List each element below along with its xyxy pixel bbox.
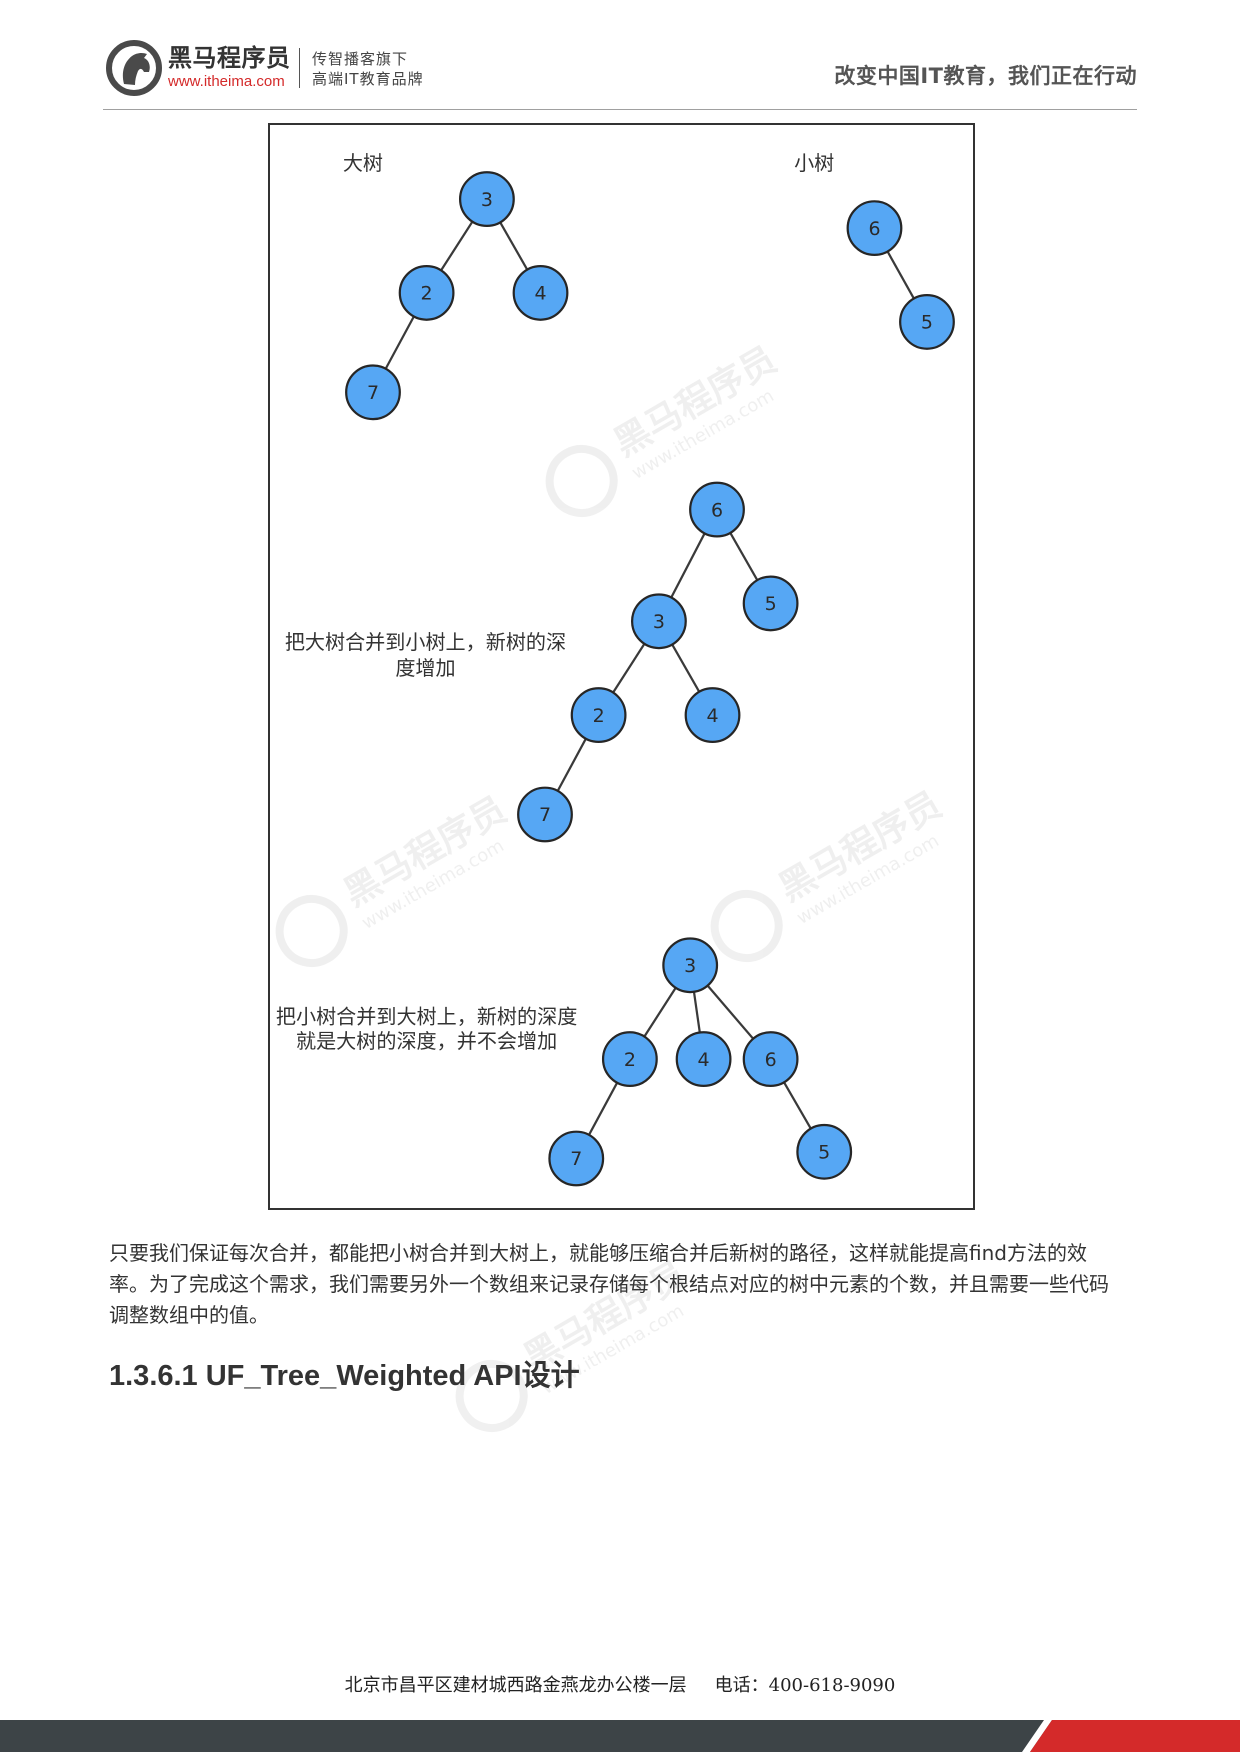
merge-big-caption-line2: 度增加 bbox=[395, 656, 455, 680]
header-rule bbox=[103, 109, 1137, 110]
tree-node: 3 bbox=[458, 171, 515, 227]
node-label: 4 bbox=[698, 1049, 710, 1071]
tree-node: 6 bbox=[689, 481, 745, 538]
footer-address-line: 北京市昌平区建材城西路金燕龙办公楼一层 电话：400-618-9090 bbox=[0, 1674, 1240, 1698]
tree-node: 3 bbox=[630, 593, 687, 650]
tree-node: 7 bbox=[517, 786, 573, 843]
big-tree: 3 2 4 7 bbox=[345, 171, 569, 421]
tagline-line1: 传智播客旗下 bbox=[312, 50, 409, 68]
node-label: 7 bbox=[367, 382, 379, 404]
merge-small-caption-line1: 把小树合并到大树上，新树的深度 bbox=[276, 1004, 577, 1028]
merge-small-caption-line2: 就是大树的深度，并不会增加 bbox=[296, 1029, 557, 1053]
tree-node: 5 bbox=[796, 1123, 853, 1180]
tagline-line2: 高端IT教育品牌 bbox=[312, 70, 424, 88]
section-heading: 1.3.6.1 UF_Tree_Weighted API设计 bbox=[109, 1360, 580, 1392]
node-label: 2 bbox=[593, 705, 605, 727]
node-label: 2 bbox=[421, 283, 433, 305]
tree-node: 4 bbox=[684, 687, 741, 744]
tree-node: 6 bbox=[846, 200, 903, 257]
paragraph-line: 率。为了完成这个需求，我们需要另外一个数组来记录存储每个根结点对应的树中元素的个… bbox=[109, 1272, 1109, 1296]
node-label: 6 bbox=[711, 499, 723, 521]
node-label: 6 bbox=[765, 1049, 777, 1071]
tree-node: 5 bbox=[742, 575, 799, 632]
node-label: 5 bbox=[765, 593, 777, 615]
tree-diagram-svg: 大树 小树 3 2 4 7 6 5 把大树合并到小树上，新树的深 度增加 bbox=[276, 151, 955, 1187]
merge-big-caption-line1: 把大树合并到小树上，新树的深 bbox=[285, 630, 566, 654]
footer-address: 北京市昌平区建材城西路金燕龙办公楼一层 bbox=[344, 1675, 687, 1696]
tree-node: 7 bbox=[548, 1130, 605, 1187]
header-divider bbox=[299, 48, 300, 88]
footer-bar bbox=[0, 1720, 1240, 1752]
node-label: 7 bbox=[539, 804, 551, 826]
merge-big-into-small: 把大树合并到小树上，新树的深 度增加 6 3 5 2 4 7 bbox=[285, 481, 799, 843]
tree-node: 2 bbox=[601, 1031, 658, 1088]
node-label: 3 bbox=[653, 611, 665, 633]
small-tree-label: 小树 bbox=[794, 151, 834, 175]
node-label: 3 bbox=[684, 955, 696, 977]
tree-node: 2 bbox=[570, 687, 627, 744]
tree-node: 6 bbox=[742, 1031, 799, 1088]
node-label: 4 bbox=[706, 705, 718, 727]
node-label: 6 bbox=[868, 218, 880, 240]
tree-node: 7 bbox=[345, 364, 401, 421]
union-find-diagram: 大树 小树 3 2 4 7 6 5 把大树合并到小树上，新树的深 度增加 bbox=[268, 123, 975, 1210]
node-label: 2 bbox=[624, 1049, 636, 1071]
footer-phone: 电话：400-618-9090 bbox=[714, 1675, 896, 1696]
brand-url: www.itheima.com bbox=[168, 73, 285, 90]
node-label: 7 bbox=[570, 1148, 582, 1170]
tree-node: 3 bbox=[662, 937, 719, 994]
node-label: 3 bbox=[481, 189, 493, 211]
brand-name: 黑马程序员 bbox=[168, 44, 291, 72]
tree-node: 5 bbox=[899, 294, 955, 350]
node-label: 4 bbox=[534, 283, 546, 305]
small-tree: 6 5 bbox=[846, 200, 955, 350]
merge-small-into-big: 把小树合并到大树上，新树的深度 就是大树的深度，并不会增加 3 2 4 6 7 … bbox=[276, 937, 853, 1187]
tree-node: 4 bbox=[512, 264, 569, 321]
paragraph-line: 只要我们保证每次合并，都能把小树合并到大树上，就能够压缩合并后新树的路径，这样就… bbox=[109, 1241, 1087, 1265]
tree-node: 2 bbox=[398, 264, 455, 321]
horse-head-icon bbox=[104, 38, 164, 98]
big-tree-label: 大树 bbox=[343, 151, 383, 175]
node-label: 5 bbox=[921, 312, 933, 334]
tree-node: 4 bbox=[675, 1031, 732, 1088]
paragraph-line: 调整数组中的值。 bbox=[109, 1303, 269, 1327]
body-paragraph: 只要我们保证每次合并，都能把小树合并到大树上，就能够压缩合并后新树的路径，这样就… bbox=[109, 1238, 1129, 1331]
header-slogan: 改变中国IT教育，我们正在行动 bbox=[834, 64, 1137, 88]
node-label: 5 bbox=[818, 1141, 830, 1163]
